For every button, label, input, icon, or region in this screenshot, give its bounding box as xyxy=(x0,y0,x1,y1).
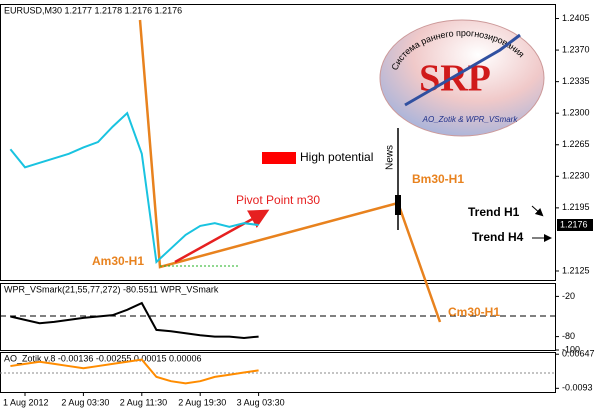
chart-title: EURUSD,M30 1.2177 1.2178 1.2176 1.2176 xyxy=(4,5,182,15)
wpr-panel xyxy=(0,283,556,351)
logo-arrow xyxy=(404,33,521,107)
y-tick-label: 1.2405 xyxy=(562,13,590,23)
y-tick-label: 1.2370 xyxy=(562,44,590,54)
annotation: Trend H4 xyxy=(472,230,524,244)
y-tick-label: 1.2265 xyxy=(562,139,590,149)
x-tick-label: 3 Aug 03:30 xyxy=(237,397,285,407)
y-tick-label: 1.2230 xyxy=(562,171,590,181)
series-line xyxy=(10,301,259,339)
series-line xyxy=(10,358,259,385)
annotation: Am30-H1 xyxy=(92,254,144,268)
y-tick-label: -80 xyxy=(562,331,575,341)
x-tick-label: 2 Aug 19:30 xyxy=(178,397,226,407)
annotation: News xyxy=(385,145,396,170)
main-panel xyxy=(0,4,556,281)
annotation: Trend H1 xyxy=(468,205,520,219)
annotation: Bm30-H1 xyxy=(412,172,464,186)
trend-arrow xyxy=(531,205,544,217)
y-tick-label: 1.2335 xyxy=(562,76,590,86)
y-tick-label: -20 xyxy=(562,291,575,301)
projection-line xyxy=(138,19,442,323)
price-box xyxy=(557,219,593,231)
news-bar xyxy=(395,195,401,215)
x-tick-label: 2 Aug 03:30 xyxy=(61,397,109,407)
y-tick-label: 1.2300 xyxy=(562,108,590,118)
logo-caption: AO_Zotik & WPR_VSmark xyxy=(422,115,519,124)
series-line xyxy=(9,111,259,265)
annotation: Pivot Point m30 xyxy=(236,193,320,207)
current-price-label: 1.2176 xyxy=(560,219,588,229)
annotation: High potential xyxy=(300,150,373,164)
annotation: Cm30-H1 xyxy=(448,305,500,319)
panel-title: WPR_VSmark(21,55,77,272) -80.5511 WPR_VS… xyxy=(4,284,219,294)
x-tick-label: 1 Aug 2012 xyxy=(3,397,49,407)
y-tick-label: 1.2195 xyxy=(562,202,590,212)
y-tick-label: 0.00647 xyxy=(562,349,595,359)
logo: Система раннего прогнозирования SRP AO_Z… xyxy=(379,19,545,137)
pivot-arrow xyxy=(174,209,270,264)
panel-title: AO_Zotik v.8 -0.00136 -0.00255 0.00015 0… xyxy=(4,353,201,363)
x-tick-label: 2 Aug 11:30 xyxy=(120,397,167,407)
high-potential-swatch xyxy=(262,152,296,164)
y-tick-label: 1.2125 xyxy=(562,265,590,275)
y-tick-label: -100 xyxy=(562,344,580,354)
logo-title: SRP xyxy=(419,58,491,100)
y-tick-label: -0.0093 xyxy=(562,383,593,393)
